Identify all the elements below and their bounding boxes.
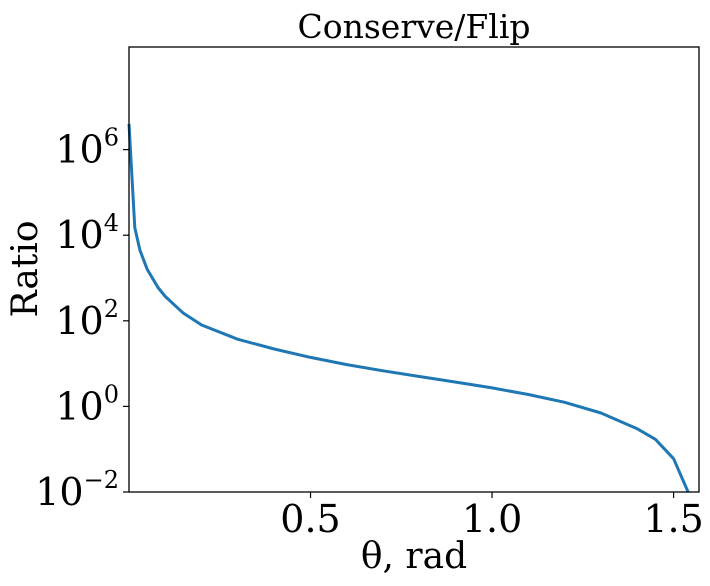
y-tick-label: 102	[55, 295, 119, 343]
x-axis-label: θ, rad	[361, 536, 467, 577]
x-tick-label: 1.0	[462, 497, 522, 541]
y-axis-label: Ratio	[5, 220, 46, 317]
x-tick-label: 1.5	[643, 497, 703, 541]
series-line-0	[127, 123, 690, 493]
x-tick-label: 0.5	[280, 497, 340, 541]
y-tick-label: 100	[55, 380, 119, 428]
plot-frame	[128, 46, 700, 493]
chart-title: Conserve/Flip	[297, 7, 530, 46]
y-axis: 106 104 102 100 10−2	[35, 124, 129, 514]
x-axis: 0.5 1.0 1.5	[280, 492, 704, 541]
y-tick-label: 104	[55, 209, 119, 257]
y-tick-label: 106	[55, 124, 119, 172]
plot-area	[127, 123, 690, 493]
y-tick-label: 10−2	[35, 466, 119, 514]
